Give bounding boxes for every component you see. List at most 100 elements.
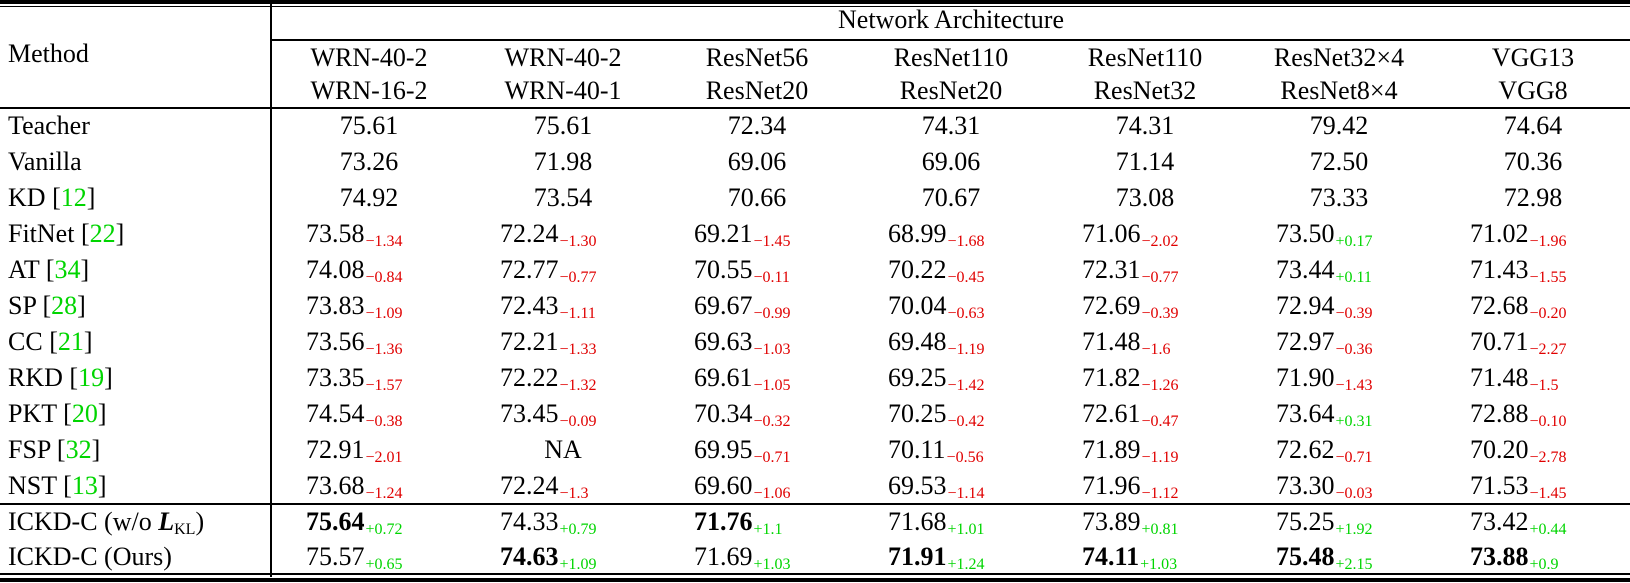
bracket-close: ] xyxy=(80,255,90,284)
value-cell: 69.53−1.14 xyxy=(854,471,1048,502)
table-row: Teacher 75.61 75.61 72.34 74.31 74.31 79.42 74.… xyxy=(0,108,1630,144)
cell-delta: +0.11 xyxy=(1335,269,1372,286)
method-label: ICKD-C (w/o xyxy=(8,506,159,536)
citation-ref: 28 xyxy=(51,291,78,320)
bracket-open: [ xyxy=(35,291,52,320)
cell-delta: −0.32 xyxy=(753,413,791,430)
cell-value: 71.53 xyxy=(1470,471,1529,500)
cell-value: 74.31 xyxy=(921,111,981,140)
value-cell: 73.58−1.34 xyxy=(272,219,466,250)
value-cell: 69.06 xyxy=(854,147,1048,177)
cell-delta: −0.09 xyxy=(559,413,597,430)
cell-value: 74.33 xyxy=(500,506,559,536)
cell-value: 74.08 xyxy=(306,255,365,284)
cell-delta: −1.05 xyxy=(753,377,791,394)
column-header-0: WRN-40-2 WRN-16-2 xyxy=(272,41,466,107)
method-cell: FitNet [22] xyxy=(0,219,272,249)
cell-value: 73.68 xyxy=(306,471,365,500)
value-cell: 71.76+1.1 xyxy=(660,507,854,538)
cell-value: 70.11 xyxy=(888,435,946,464)
cell-delta: −0.56 xyxy=(946,449,984,466)
cell-value: 70.20 xyxy=(1470,435,1529,464)
column-header-rule xyxy=(0,107,1630,109)
cell-value: 69.06 xyxy=(921,147,981,176)
bracket-close: ] xyxy=(104,363,113,392)
value-cell: 72.91−2.01 xyxy=(272,435,466,466)
method-label: Vanilla xyxy=(8,147,82,176)
method-cell: CC [21] xyxy=(0,327,272,357)
cell-delta: +0.72 xyxy=(365,520,403,538)
method-label: Teacher xyxy=(8,111,90,140)
cell-value: 72.94 xyxy=(1276,291,1335,320)
bracket-close: ] xyxy=(115,219,125,248)
cell-delta: −0.77 xyxy=(1141,269,1179,286)
cell-delta: −1.55 xyxy=(1529,269,1567,286)
value-cell: 71.98 xyxy=(466,147,660,177)
value-cell: 73.68−1.24 xyxy=(272,471,466,502)
cell-delta: −1.45 xyxy=(753,233,791,250)
value-cell: 75.61 xyxy=(272,111,466,141)
cell-value: 75.64 xyxy=(306,506,365,536)
cell-value: 71.68 xyxy=(888,506,947,536)
table-row: FitNet [22] 73.58−1.34 72.24−1.30 69.21−1.4… xyxy=(0,216,1630,252)
value-cell: 75.25+1.92 xyxy=(1242,507,1436,538)
value-cell: 70.66 xyxy=(660,183,854,213)
table-row: ICKD-C (Ours) 75.57+0.65 74.63+1.09 71.69+1… xyxy=(0,539,1630,574)
table-row: PKT [20] 74.54−0.38 73.45−0.09 70.34−0.32 70… xyxy=(0,396,1630,432)
cell-delta: +1.09 xyxy=(559,555,597,573)
value-cell: 70.55−0.11 xyxy=(660,255,854,286)
cell-value: 79.42 xyxy=(1309,111,1369,140)
value-cell: 72.61−0.47 xyxy=(1048,399,1242,430)
cell-delta: −1.26 xyxy=(1141,377,1179,394)
value-cell: 74.54−0.38 xyxy=(272,399,466,430)
cell-value: 75.48 xyxy=(1276,541,1335,571)
cell-delta: +0.31 xyxy=(1335,413,1373,430)
value-cell: 74.31 xyxy=(1048,111,1242,141)
cell-value: 69.63 xyxy=(694,327,753,356)
value-cell: 74.08−0.84 xyxy=(272,255,466,286)
value-cell: 73.89+0.81 xyxy=(1048,507,1242,538)
citation-ref: 22 xyxy=(89,219,116,248)
cell-delta: −0.47 xyxy=(1141,413,1179,430)
method-cell: Teacher xyxy=(0,111,272,141)
cell-value: 71.48 xyxy=(1470,363,1529,392)
value-cell: 70.22−0.45 xyxy=(854,255,1048,286)
citation-ref: 19 xyxy=(78,363,105,392)
teacher-model-label: ResNet56 xyxy=(705,43,809,72)
cell-value: 74.64 xyxy=(1503,111,1563,140)
top-rule-thin xyxy=(0,6,1630,7)
bracket-close: ] xyxy=(97,399,107,428)
value-cell: 74.33+0.79 xyxy=(466,506,660,538)
table-row: ICKD-C (w/o LKL) 75.64+0.72 74.33+0.79 71.7… xyxy=(0,504,1630,539)
student-model-label: ResNet20 xyxy=(899,76,1003,105)
cell-delta: +1.03 xyxy=(753,555,791,573)
cell-value: 71.48 xyxy=(1082,327,1141,356)
value-cell: 72.68−0.20 xyxy=(1436,291,1630,322)
cell-delta: +0.81 xyxy=(1141,520,1179,538)
column-header-4: ResNet110 ResNet32 xyxy=(1048,41,1242,107)
header-group-row: Network Architecture xyxy=(0,0,1630,40)
cell-value: 72.43 xyxy=(500,291,559,320)
value-cell: 70.71−2.27 xyxy=(1436,327,1630,358)
value-cell: 71.82−1.26 xyxy=(1048,363,1242,394)
value-cell: 72.98 xyxy=(1436,183,1630,213)
cell-value: 71.02 xyxy=(1470,219,1529,248)
value-cell: 71.89−1.19 xyxy=(1048,435,1242,466)
cell-value: 71.14 xyxy=(1115,147,1175,176)
cell-value: 72.97 xyxy=(1276,327,1335,356)
cell-value: 71.90 xyxy=(1276,363,1335,392)
cell-value: 69.53 xyxy=(888,471,947,500)
teacher-model-label: ResNet32×4 xyxy=(1273,43,1405,72)
student-model-label: WRN-40-1 xyxy=(504,76,622,105)
cell-value: 75.61 xyxy=(339,111,399,140)
cell-delta: +1.92 xyxy=(1335,520,1373,538)
cell-value: 74.54 xyxy=(306,399,365,428)
cell-delta: −1.68 xyxy=(947,233,985,250)
cell-delta: −1.24 xyxy=(365,485,403,502)
value-cell: 72.77−0.77 xyxy=(466,255,660,286)
cell-delta: +2.15 xyxy=(1335,555,1373,573)
cell-value: 75.61 xyxy=(533,111,593,140)
value-cell: 73.83−1.09 xyxy=(272,291,466,322)
teacher-model-label: VGG13 xyxy=(1491,43,1575,72)
cell-delta: −0.10 xyxy=(1529,413,1567,430)
